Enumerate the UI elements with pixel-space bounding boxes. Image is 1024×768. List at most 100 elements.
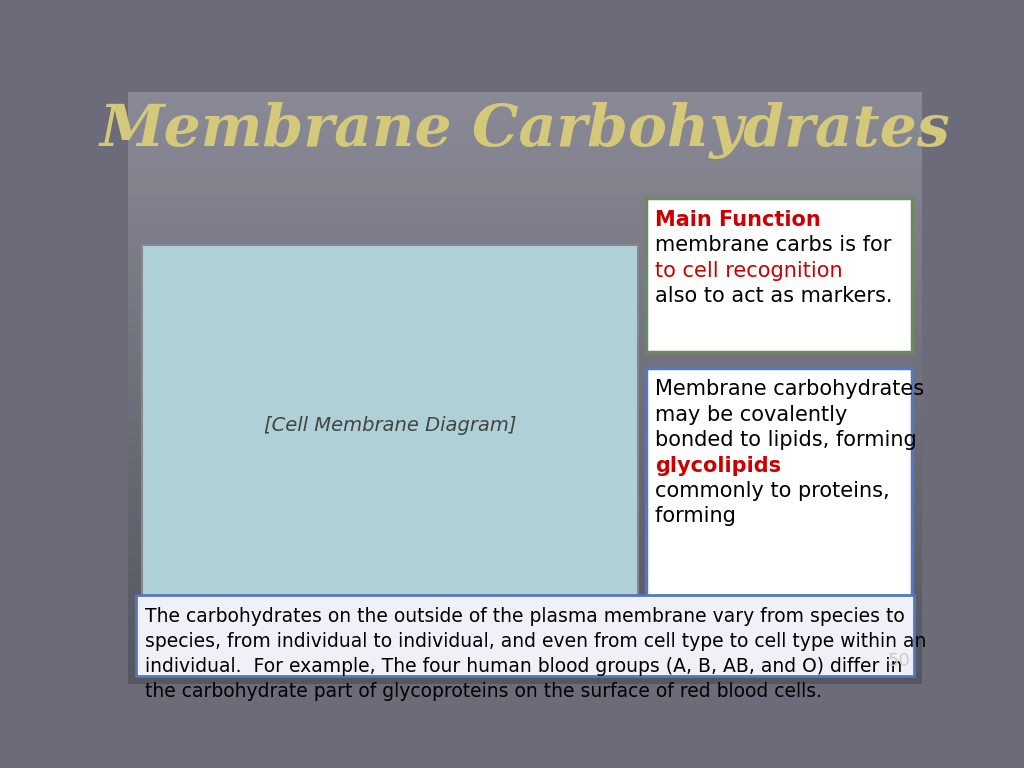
Bar (128, 175, 922, 181)
Bar (128, 465, 922, 471)
Bar (128, 300, 922, 305)
Bar (128, 471, 922, 476)
Bar (128, 358, 922, 364)
Bar (128, 110, 922, 116)
Bar (128, 311, 922, 317)
Bar (128, 228, 922, 234)
Bar (128, 181, 922, 187)
Bar (128, 429, 922, 435)
Bar (128, 412, 922, 418)
Bar (128, 210, 922, 217)
Bar (128, 607, 922, 613)
Text: Membrane carbohydrates: Membrane carbohydrates (655, 379, 924, 399)
Bar (128, 281, 922, 287)
Bar (128, 252, 922, 258)
Bar (128, 104, 922, 110)
Bar (128, 370, 922, 376)
Bar (128, 601, 922, 607)
Text: membrane carbs is for: membrane carbs is for (655, 235, 898, 256)
Bar (128, 541, 922, 548)
FancyBboxPatch shape (646, 368, 912, 607)
Text: commonly to proteins,: commonly to proteins, (655, 481, 890, 501)
Bar (128, 418, 922, 423)
FancyBboxPatch shape (142, 245, 638, 607)
Bar (128, 559, 922, 565)
Text: also to act as markers.: also to act as markers. (655, 286, 893, 306)
Bar (128, 340, 922, 346)
Bar (128, 406, 922, 412)
Bar (128, 323, 922, 329)
Bar (128, 495, 922, 500)
Bar (128, 270, 922, 276)
Bar (128, 127, 922, 134)
Bar (128, 654, 922, 660)
Text: forming: forming (655, 506, 742, 526)
Bar (128, 382, 922, 388)
Bar (128, 204, 922, 210)
Bar (128, 666, 922, 672)
FancyBboxPatch shape (646, 198, 912, 353)
Bar (128, 624, 922, 631)
Text: Membrane Carbohydrates: Membrane Carbohydrates (99, 102, 950, 159)
Bar (128, 287, 922, 293)
FancyBboxPatch shape (136, 595, 913, 676)
Bar (128, 364, 922, 370)
Bar (128, 636, 922, 642)
Bar (128, 530, 922, 536)
Bar (128, 524, 922, 530)
Bar (128, 506, 922, 512)
Bar (128, 305, 922, 311)
Bar (128, 240, 922, 246)
Bar (128, 594, 922, 601)
Bar (128, 329, 922, 335)
Bar (128, 246, 922, 252)
Bar (128, 145, 922, 151)
Bar (128, 618, 922, 624)
Bar (128, 571, 922, 577)
Text: to cell recognition: to cell recognition (655, 261, 843, 281)
Text: The carbohydrates on the outside of the plasma membrane vary from species to
spe: The carbohydrates on the outside of the … (145, 607, 927, 700)
Bar (128, 648, 922, 654)
Bar (128, 217, 922, 222)
Bar (128, 441, 922, 447)
Bar (128, 435, 922, 441)
Bar (128, 376, 922, 382)
Bar (128, 234, 922, 240)
Bar (128, 631, 922, 636)
Bar (128, 92, 922, 98)
Bar (128, 518, 922, 524)
Text: may be covalently: may be covalently (655, 405, 848, 425)
Bar (128, 187, 922, 193)
Bar (128, 453, 922, 458)
Bar (128, 151, 922, 157)
Bar (128, 399, 922, 406)
Bar (128, 660, 922, 666)
Bar (128, 140, 922, 145)
Bar (128, 512, 922, 518)
Bar (128, 482, 922, 488)
Bar (128, 476, 922, 482)
Bar (128, 353, 922, 359)
Bar (128, 642, 922, 648)
Bar (128, 500, 922, 506)
Bar (128, 394, 922, 399)
Bar (128, 548, 922, 554)
Bar (128, 276, 922, 281)
Bar (128, 193, 922, 199)
Text: glycolipids: glycolipids (655, 455, 781, 475)
Bar (128, 222, 922, 228)
Bar (128, 335, 922, 340)
Text: Main Function: Main Function (655, 210, 821, 230)
Bar (128, 672, 922, 677)
Bar (128, 169, 922, 175)
Bar (128, 388, 922, 394)
Bar (128, 565, 922, 571)
Bar (128, 122, 922, 127)
Text: [Cell Membrane Diagram]: [Cell Membrane Diagram] (264, 416, 516, 435)
Bar (128, 613, 922, 618)
Bar (128, 317, 922, 323)
Bar (128, 258, 922, 263)
Bar (128, 589, 922, 594)
Bar (128, 423, 922, 429)
Bar (128, 458, 922, 465)
